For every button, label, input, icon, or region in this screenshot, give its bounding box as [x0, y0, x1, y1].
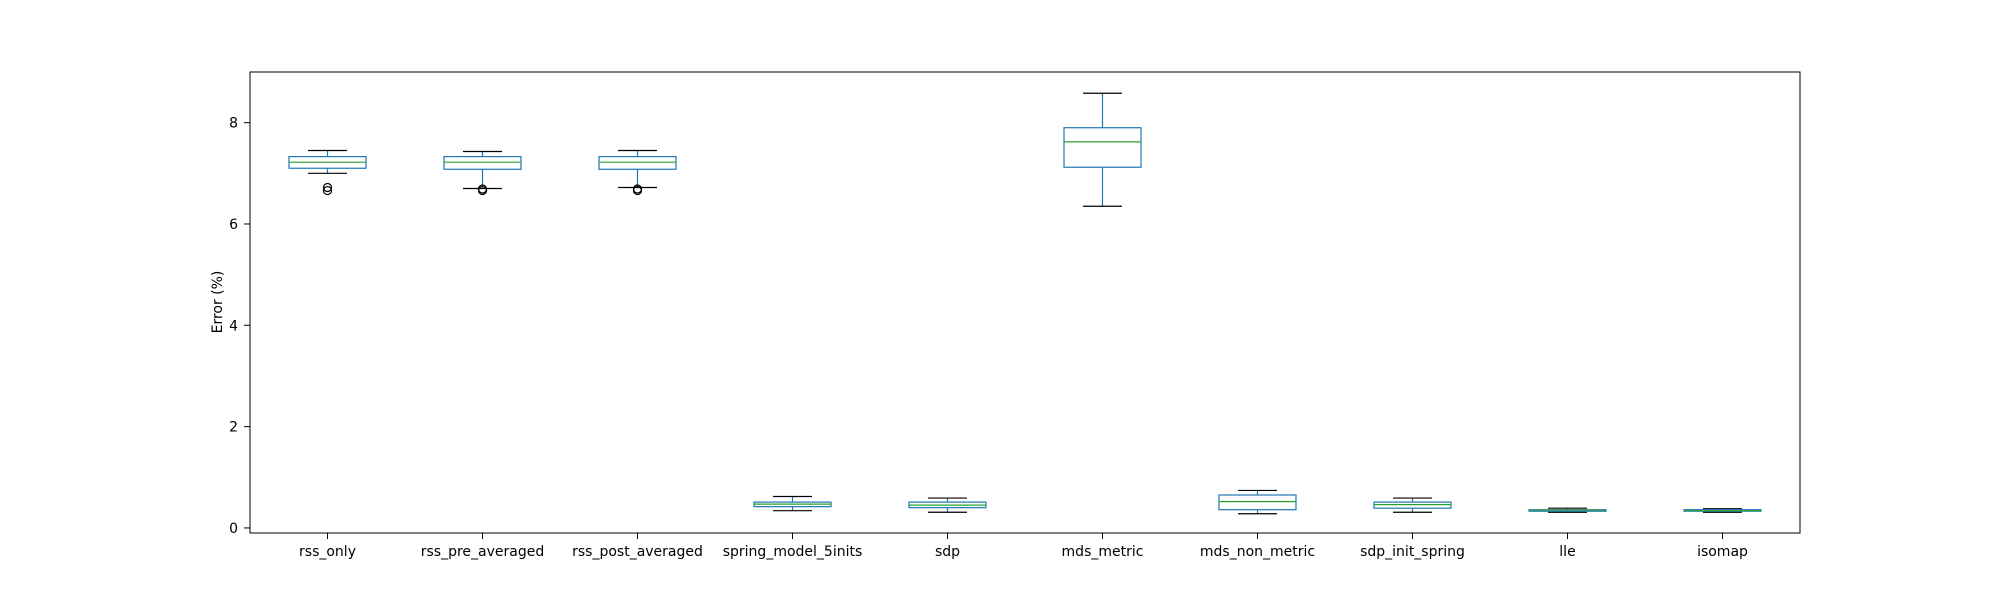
x-tick-label: sdp_init_spring [1360, 544, 1465, 560]
box-group [1528, 507, 1607, 513]
x-tick-label: mds_metric [1062, 544, 1144, 560]
x-tick-label: lle [1559, 544, 1575, 560]
y-tick-label: 0 [229, 521, 238, 537]
y-axis-label: Error (%) [210, 271, 226, 334]
y-tick-label: 6 [229, 217, 238, 233]
iqr-box [1218, 494, 1297, 511]
box-group [443, 150, 522, 196]
x-axis: rss_only rss_pre_averaged rss_post_average… [299, 533, 1748, 560]
box-group [753, 495, 832, 512]
box-group [1373, 497, 1452, 513]
plot-frame [249, 71, 1801, 534]
x-tick-label: isomap [1697, 544, 1748, 560]
x-tick-label: rss_post_averaged [572, 544, 703, 560]
box-group [908, 497, 987, 513]
box-group [598, 149, 677, 196]
iqr-box [1063, 127, 1142, 168]
y-tick-label: 8 [229, 116, 238, 132]
x-tick-label: rss_only [299, 544, 356, 560]
plot-marks [288, 92, 1762, 515]
box-group [1683, 508, 1762, 513]
outlier-point [322, 185, 333, 196]
x-tick-label: sdp [935, 544, 960, 560]
x-tick-label: mds_non_metric [1200, 544, 1315, 560]
outlier-point [322, 182, 333, 193]
outlier-point [632, 184, 643, 194]
x-tick-label: spring_model_5inits [723, 544, 863, 560]
y-tick-label: 2 [229, 420, 238, 436]
box-group [288, 149, 367, 196]
x-tick-label: rss_pre_averaged [421, 544, 545, 560]
y-tick-label: 4 [229, 318, 238, 334]
y-axis: 0 2 4 6 8 [229, 116, 250, 537]
iqr-box [598, 156, 677, 170]
box-group [1218, 489, 1297, 515]
outlier-point [477, 184, 488, 194]
box-group [1063, 92, 1142, 207]
iqr-box [443, 156, 522, 170]
